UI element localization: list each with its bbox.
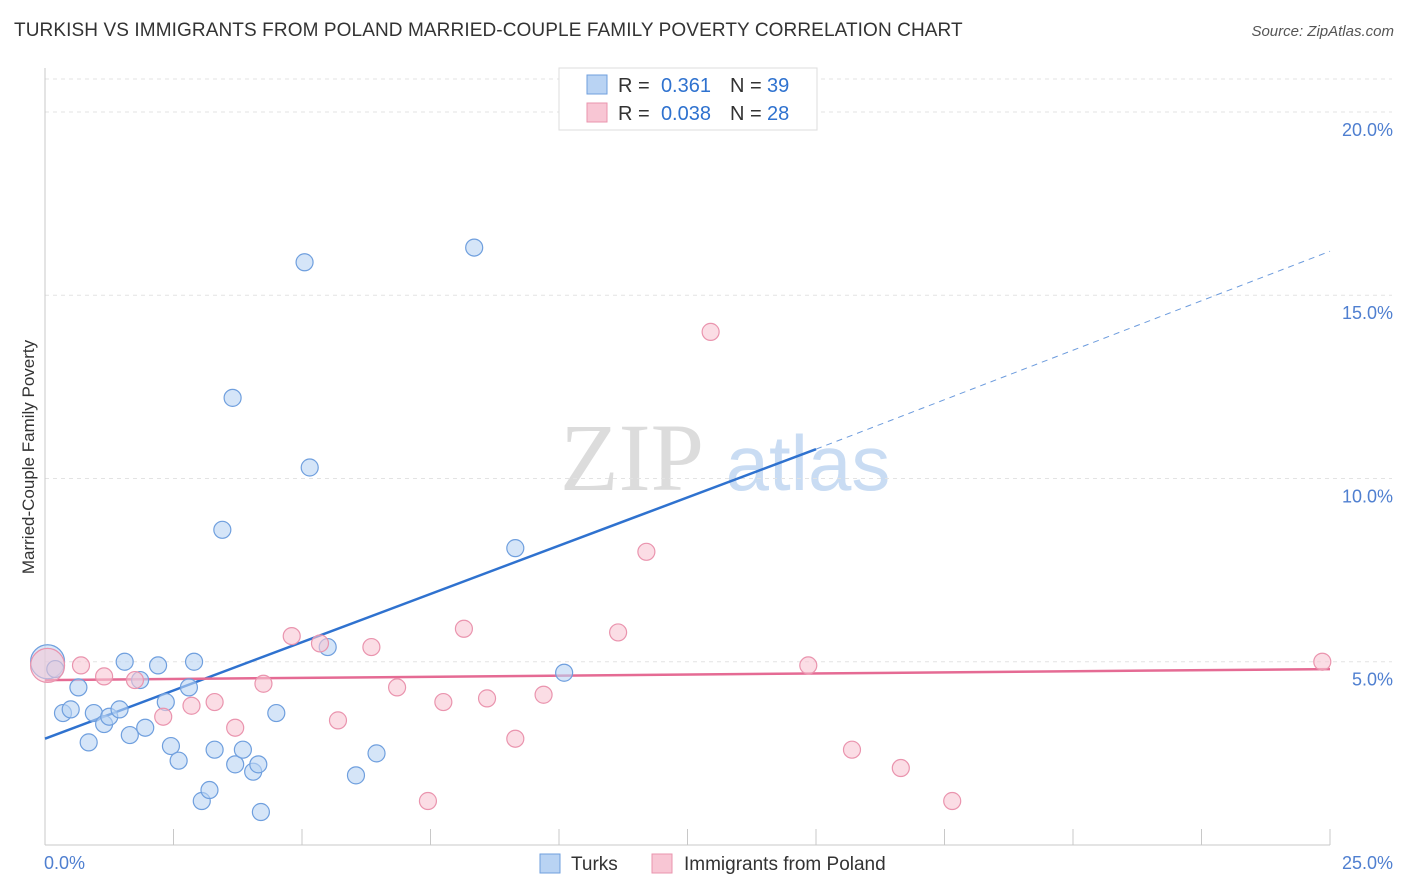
legend-r-value-poland: 0.038 — [661, 103, 711, 125]
y-axis-label: Married-Couple Family Poverty — [19, 339, 38, 574]
data-point-poland — [506, 729, 525, 748]
data-point-turks — [61, 700, 80, 719]
series-legend: Turks Immigrants from Poland — [539, 853, 886, 875]
data-point-poland — [799, 656, 818, 675]
data-point-poland — [891, 758, 910, 778]
data-point-turks — [506, 539, 525, 558]
y-tick-label: 20.0% — [1342, 120, 1393, 140]
data-point-turks — [148, 656, 168, 675]
data-point-turks — [200, 780, 219, 800]
data-point-turks — [179, 678, 199, 697]
data-point-poland — [328, 711, 348, 730]
data-point-poland — [125, 670, 145, 690]
chart-title: TURKISH VS IMMIGRANTS FROM POLAND MARRIE… — [14, 20, 963, 41]
data-point-poland — [254, 674, 273, 693]
data-point-poland — [701, 322, 720, 341]
data-point-poland — [1313, 652, 1332, 671]
data-point-turks — [249, 755, 268, 774]
data-point-poland — [842, 740, 862, 759]
data-point-turks — [226, 755, 245, 774]
data-point-turks — [233, 740, 252, 759]
data-point-turks — [69, 678, 88, 697]
data-point-turks — [161, 736, 181, 756]
data-point-turks — [110, 700, 129, 719]
legend-n-value-poland: 28 — [767, 103, 789, 125]
series-legend-label-poland: Immigrants from Poland — [684, 854, 886, 875]
data-point-poland — [282, 626, 301, 646]
gridlines — [45, 78, 1392, 663]
data-point-poland — [154, 707, 173, 726]
data-point-poland — [29, 647, 66, 684]
data-point-turks — [295, 253, 314, 272]
data-point-turks — [223, 388, 242, 407]
watermark-atlas: atlas — [726, 419, 891, 507]
data-point-turks — [184, 652, 204, 671]
y-tick-label: 15.0% — [1342, 303, 1393, 323]
data-points — [29, 238, 1332, 822]
data-point-turks — [213, 520, 232, 539]
data-point-poland — [943, 791, 962, 811]
data-point-poland — [310, 634, 330, 653]
data-point-turks — [115, 652, 134, 671]
y-tick-label: 5.0% — [1352, 670, 1393, 690]
data-point-poland — [182, 696, 201, 715]
data-point-poland — [534, 685, 553, 704]
data-point-turks — [169, 751, 188, 770]
trend-line-turks-extension — [815, 250, 1331, 450]
series-legend-label-turks: Turks — [571, 854, 618, 875]
data-point-poland — [418, 791, 438, 811]
legend-r-label: R = — [618, 75, 650, 97]
data-point-turks — [267, 703, 286, 723]
legend-n-value-turks: 39 — [767, 75, 789, 97]
data-point-poland — [387, 678, 407, 697]
legend-n-label: N = — [730, 75, 762, 97]
axes — [44, 68, 1331, 846]
watermark-zip: ZIP — [560, 404, 704, 511]
data-point-turks — [120, 725, 139, 745]
legend-r-value-turks: 0.361 — [661, 75, 711, 97]
data-point-poland — [477, 689, 497, 708]
series-legend-swatch-poland — [651, 853, 673, 874]
source-credit: Source: ZipAtlas.com — [1251, 23, 1394, 40]
data-point-poland — [434, 692, 453, 712]
data-point-poland — [609, 623, 628, 642]
data-point-turks — [136, 718, 155, 737]
y-tick-labels: 5.0% 10.0% 15.0% 20.0% — [1342, 120, 1393, 690]
data-point-poland — [226, 718, 245, 737]
y-tick-label: 10.0% — [1342, 486, 1393, 506]
data-point-turks — [251, 802, 270, 822]
x-tick-label: 25.0% — [1342, 853, 1393, 873]
data-point-poland — [637, 542, 656, 561]
data-point-turks — [79, 733, 98, 752]
data-point-poland — [362, 637, 381, 657]
legend-n-label: N = — [730, 103, 762, 125]
data-point-turks — [346, 766, 366, 785]
data-point-turks — [465, 238, 484, 257]
data-point-turks — [367, 744, 386, 763]
series-legend-swatch-turks — [539, 853, 561, 874]
correlation-legend: R = 0.361 N = 39 R = 0.038 N = 28 — [558, 67, 818, 131]
data-point-poland — [454, 619, 474, 638]
trend-line-turks — [44, 448, 817, 740]
legend-swatch-turks — [586, 74, 608, 95]
data-point-turks — [300, 458, 319, 477]
legend-r-label: R = — [618, 103, 650, 125]
x-tick-labels: 0.0% 25.0% — [44, 853, 1393, 873]
x-tick-label: 0.0% — [44, 853, 85, 873]
data-point-poland — [95, 667, 114, 686]
data-point-turks — [205, 740, 224, 759]
legend-swatch-poland — [586, 102, 608, 123]
trend-line-poland — [44, 667, 1331, 682]
data-point-poland — [71, 656, 91, 675]
data-point-turks — [555, 663, 574, 682]
data-point-poland — [205, 692, 224, 712]
